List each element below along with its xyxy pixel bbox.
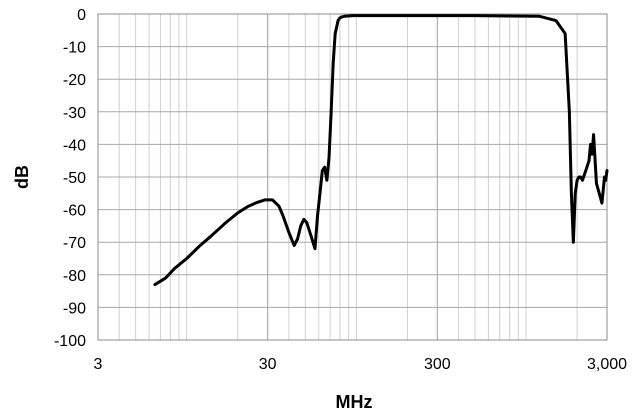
x-tick-label: 30 xyxy=(259,356,277,373)
y-tick-label: -50 xyxy=(63,170,86,187)
x-tick-label: 300 xyxy=(424,356,451,373)
y-tick-label: -20 xyxy=(63,72,86,89)
y-tick-label: -90 xyxy=(63,300,86,317)
y-tick-label: -80 xyxy=(63,268,86,285)
series-layer xyxy=(153,14,609,287)
y-tick-label: -30 xyxy=(63,105,86,122)
y-axis-title: dB xyxy=(12,165,32,189)
x-tick-label: 3 xyxy=(94,356,103,373)
y-tick-label: -100 xyxy=(54,333,86,350)
x-tick-label: 3,000 xyxy=(587,356,627,373)
y-tick-label: -60 xyxy=(63,203,86,220)
y-tick-label: 0 xyxy=(77,7,86,24)
y-tick-label: -10 xyxy=(63,40,86,57)
grid xyxy=(97,13,608,341)
x-axis-title: MHz xyxy=(336,392,373,412)
series-line xyxy=(153,14,609,287)
y-tick-label: -70 xyxy=(63,235,86,252)
tick-labels: 0 -10 -20 -30 -40 -50 -60 -70 -80 -90 -100 3 30 300 3,… xyxy=(54,7,627,373)
y-tick-label: -40 xyxy=(63,137,86,154)
